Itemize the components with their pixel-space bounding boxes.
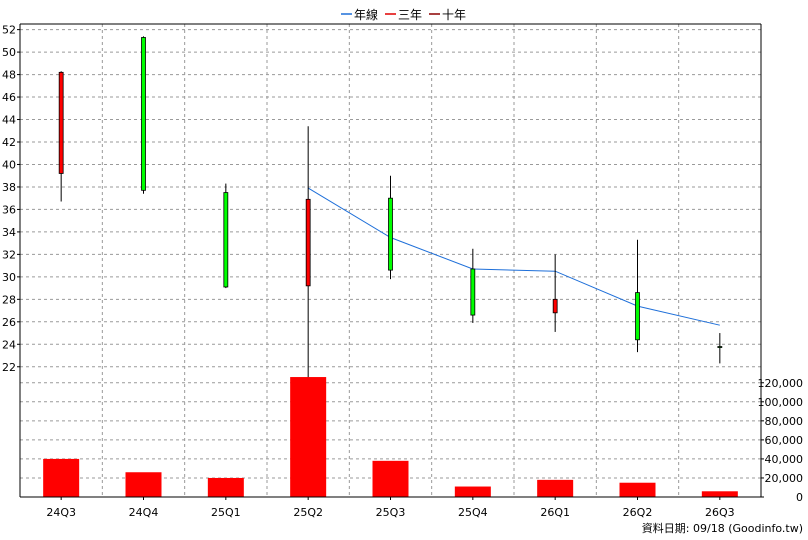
volume-bar (43, 458, 80, 497)
candle-24Q4 (141, 36, 146, 194)
volume-tick-label: 60,000 (765, 434, 804, 447)
price-tick-label: 44 (2, 114, 16, 127)
price-tick-label: 28 (2, 293, 16, 306)
x-tick-label: 24Q3 (46, 506, 76, 519)
volume-tick-label: 20,000 (765, 472, 804, 485)
legend: 年線 三年 十年 (341, 7, 466, 22)
candle-25Q2 (305, 126, 311, 378)
volume-tick-label: 40,000 (765, 453, 804, 466)
candle-26Q2 (635, 239, 640, 353)
volume-bar (619, 482, 656, 497)
x-tick-label: 26Q1 (540, 506, 570, 519)
x-tick-label: 26Q2 (623, 506, 653, 519)
candle-body (141, 37, 146, 191)
volume-bars (43, 377, 738, 497)
annual-line-path (307, 187, 720, 326)
candle-24Q3 (58, 71, 64, 202)
legend-label-three-year: 三年 (398, 8, 422, 22)
volume-bar (125, 472, 162, 497)
x-tick-label: 24Q4 (129, 506, 159, 519)
volume-bar (290, 377, 327, 497)
legend-label-annual-line: 年線 (354, 7, 378, 22)
candle-25Q4 (470, 248, 476, 323)
x-tick-label: 25Q4 (458, 506, 488, 519)
price-tick-label: 50 (2, 46, 16, 59)
candle-25Q3 (388, 175, 393, 280)
candlesticks (58, 36, 723, 378)
candle-body (223, 192, 229, 288)
candle-body (305, 198, 311, 287)
volume-tick-label: 0 (796, 491, 803, 504)
candle-26Q1 (552, 254, 558, 332)
price-panel: 22 24 26 28 30 32 34 36 38 40 42 44 46 48 50 52 (2, 24, 761, 378)
price-tick-label: 52 (2, 24, 16, 37)
price-tick-label: 32 (2, 248, 16, 261)
x-axis-labels: 24Q3 24Q4 25Q1 25Q2 25Q3 25Q4 26Q1 26Q2 26Q3 (46, 497, 735, 519)
candle-body (635, 292, 640, 341)
volume-tick-label: 80,000 (765, 415, 804, 428)
price-tick-label: 26 (2, 316, 16, 329)
x-tick-label: 25Q2 (293, 506, 323, 519)
volume-bar (207, 477, 244, 497)
candle-body (58, 71, 64, 174)
volume-bar (372, 460, 409, 497)
candle-25Q1 (223, 183, 229, 289)
candle-26Q3 (717, 333, 723, 364)
x-tick-label: 25Q3 (376, 506, 406, 519)
volume-panel: 0 20,000 40,000 60,000 80,000 100,000 120,000 (20, 377, 803, 504)
volume-bar (454, 486, 491, 497)
price-tick-label: 34 (2, 226, 16, 239)
price-tick-label: 48 (2, 69, 16, 82)
candle-body (717, 346, 723, 348)
price-tick-label: 46 (2, 91, 16, 104)
x-tick-label: 25Q1 (211, 506, 241, 519)
price-tick-label: 22 (2, 361, 16, 374)
price-tick-label: 24 (2, 338, 16, 351)
price-axis-ticks: 22 24 26 28 30 32 34 36 38 40 42 44 46 48 50 52 (2, 24, 20, 374)
price-tick-label: 38 (2, 181, 16, 194)
legend-label-ten-year: 十年 (442, 8, 466, 22)
price-tick-label: 40 (2, 158, 16, 171)
price-tick-label: 30 (2, 271, 16, 284)
price-grid (20, 24, 761, 378)
price-tick-label: 42 (2, 136, 16, 149)
volume-bar (701, 491, 738, 497)
volume-tick-label: 120,000 (758, 377, 804, 390)
volume-axis-ticks: 0 20,000 40,000 60,000 80,000 100,000 120,000 (758, 377, 804, 504)
annual-moving-average-line (307, 187, 720, 326)
candle-body (388, 197, 393, 271)
volume-grid (20, 378, 761, 497)
volume-bar (537, 479, 574, 497)
volume-tick-label: 100,000 (758, 396, 804, 409)
candle-body (552, 298, 558, 314)
source-note: 資料日期: 09/18 (Goodinfo.tw) (642, 521, 803, 535)
price-tick-label: 36 (2, 203, 16, 216)
candle-body (470, 268, 476, 316)
x-tick-label: 26Q3 (705, 506, 735, 519)
